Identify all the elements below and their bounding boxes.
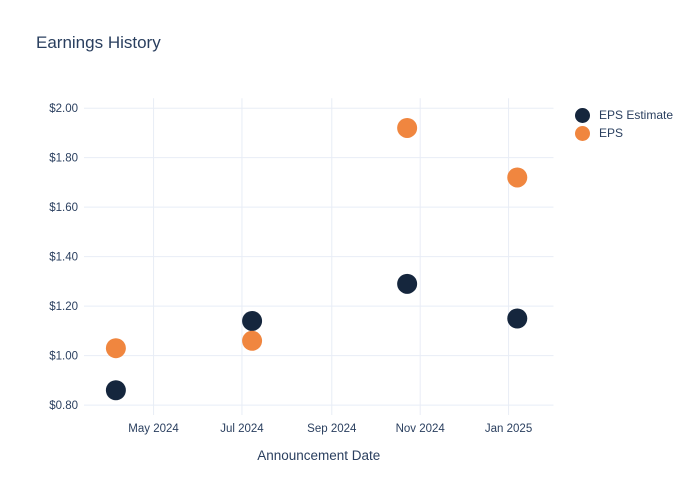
legend-item-eps[interactable]: EPS [575, 124, 673, 142]
point-eps-3[interactable] [507, 167, 528, 188]
legend-label-eps: EPS [599, 126, 624, 140]
point-eps-1[interactable] [242, 330, 263, 351]
x-axis-title: Announcement Date [257, 448, 380, 463]
x-tick-label: Jan 2025 [485, 423, 532, 435]
point-eps-estimate-0[interactable] [105, 380, 126, 401]
legend-label-eps-estimate: EPS Estimate [599, 108, 674, 122]
x-tick-label: Sep 2024 [307, 423, 357, 435]
y-tick-label: $1.40 [49, 252, 78, 264]
y-tick-label: $1.80 [49, 153, 78, 165]
y-gridlines [84, 107, 554, 406]
x-gridlines [153, 98, 510, 415]
point-eps-estimate-2[interactable] [397, 273, 418, 294]
chart-title: Earnings History [36, 33, 161, 52]
x-axis-tick-labels: May 2024 Jul 2024 Sep 2024 Nov 2024 Jan 2025 [128, 423, 532, 435]
x-tick-label: Nov 2024 [396, 423, 446, 435]
y-tick-label: $1.20 [49, 301, 78, 313]
point-eps-estimate-1[interactable] [242, 310, 263, 331]
x-tick-label: Jul 2024 [220, 423, 264, 435]
point-eps-0[interactable] [105, 338, 126, 359]
eps-estimate-marker-icon [575, 107, 590, 123]
y-tick-label: $1.00 [49, 351, 78, 363]
x-tick-label: May 2024 [128, 423, 179, 435]
data-points [105, 117, 528, 401]
y-tick-label: $0.80 [49, 400, 78, 412]
y-tick-label: $1.60 [49, 202, 78, 214]
eps-marker-icon [575, 125, 590, 141]
y-axis-tick-labels: $0.80 $1.00 $1.20 $1.40 $1.60 $1.80 $2.00 [49, 103, 78, 412]
point-eps-estimate-3[interactable] [507, 308, 528, 329]
legend-item-eps-estimate[interactable]: EPS Estimate [575, 106, 673, 124]
y-tick-label: $2.00 [49, 103, 78, 115]
legend: EPS Estimate EPS [575, 106, 673, 142]
point-eps-2[interactable] [397, 117, 418, 138]
